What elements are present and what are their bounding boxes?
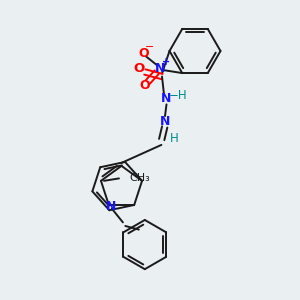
Text: O: O xyxy=(133,62,145,76)
Text: N: N xyxy=(154,62,165,75)
Text: CH₃: CH₃ xyxy=(129,173,150,183)
Text: N: N xyxy=(161,92,172,106)
Text: H: H xyxy=(169,132,178,146)
Text: N: N xyxy=(160,115,170,128)
Text: O: O xyxy=(138,47,148,60)
Text: −: − xyxy=(145,42,154,52)
Text: −H: −H xyxy=(169,89,187,102)
Text: O: O xyxy=(140,79,150,92)
Text: +: + xyxy=(162,57,170,67)
Text: N: N xyxy=(106,200,116,213)
